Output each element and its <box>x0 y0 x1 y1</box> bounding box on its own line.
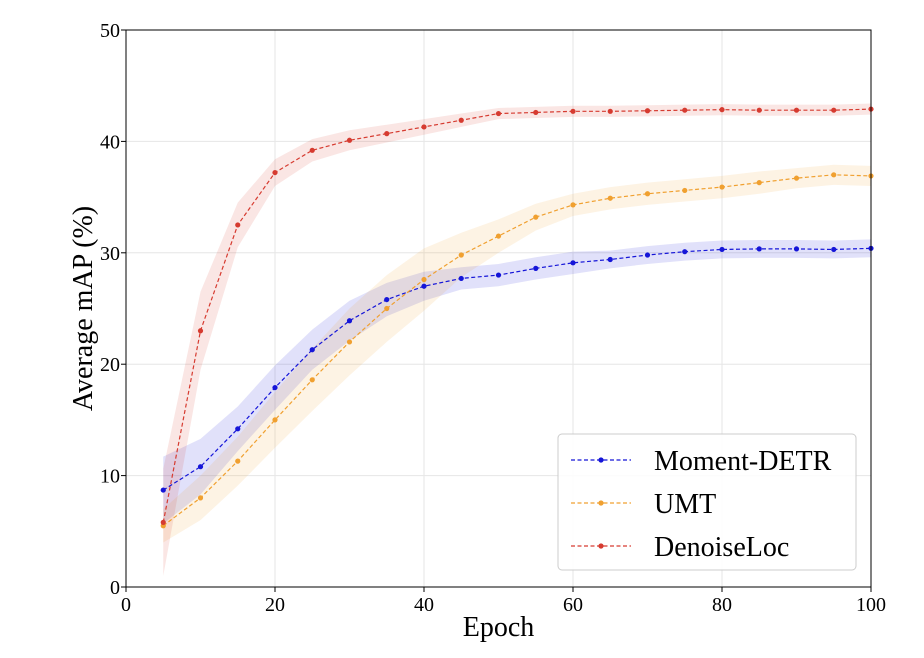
data-point <box>197 495 204 501</box>
data-point <box>533 109 539 116</box>
data-point <box>309 147 315 153</box>
data-point <box>272 417 278 423</box>
x-tick-label: 40 <box>414 594 434 616</box>
data-point <box>533 265 539 271</box>
y-tick-label: 50 <box>100 20 120 42</box>
legend-marker <box>598 457 604 463</box>
confidence-bands <box>163 103 871 576</box>
data-point <box>495 272 502 278</box>
data-point <box>644 108 651 114</box>
data-point <box>235 458 241 464</box>
data-point <box>607 108 613 114</box>
y-axis-label: Average mAP (%) <box>68 206 99 411</box>
series-line-0 <box>162 247 872 491</box>
data-point <box>384 305 390 312</box>
data-point <box>495 233 502 239</box>
data-point <box>495 110 502 117</box>
data-point <box>831 107 837 113</box>
data-point <box>235 222 241 228</box>
x-tick-label: 80 <box>712 594 732 616</box>
data-point <box>160 487 166 493</box>
data-point <box>682 107 688 113</box>
y-tick-label: 40 <box>100 131 120 153</box>
series-lines <box>160 106 874 529</box>
legend-marker <box>598 543 604 549</box>
data-point <box>272 169 278 176</box>
data-point <box>607 195 613 201</box>
data-point <box>197 328 204 334</box>
band-1 <box>163 164 871 543</box>
x-axis-label: Epoch <box>463 612 535 643</box>
data-point <box>384 131 390 137</box>
data-point <box>719 107 725 113</box>
legend-marker <box>598 500 604 506</box>
data-point <box>756 180 762 186</box>
data-point <box>644 191 651 197</box>
x-tick-label: 20 <box>265 594 285 616</box>
legend-label: Moment-DETR <box>654 446 832 477</box>
data-point <box>682 249 688 255</box>
data-point <box>570 202 576 208</box>
data-point <box>533 214 539 220</box>
legend: Moment-DETR UMT DenoiseLoc <box>557 433 857 571</box>
data-point <box>421 124 427 130</box>
data-point <box>197 464 204 470</box>
axis-ticks: 0 20 40 60 80 100 0 10 20 30 40 50 <box>100 20 886 616</box>
x-tick-label: 60 <box>563 594 583 616</box>
x-tick-label: 100 <box>856 594 886 616</box>
data-point <box>644 252 651 258</box>
y-tick-label: 20 <box>100 354 120 376</box>
legend-box <box>557 433 857 571</box>
data-point <box>831 172 837 178</box>
data-point <box>793 246 800 252</box>
legend-label: DenoiseLoc <box>654 532 789 563</box>
data-point <box>235 426 241 432</box>
series-line-1 <box>162 174 872 527</box>
data-point <box>309 377 315 383</box>
data-point <box>458 275 464 282</box>
x-tick-label: 0 <box>121 594 131 616</box>
data-point <box>756 107 762 113</box>
data-point <box>309 347 315 353</box>
data-point <box>272 384 278 391</box>
band-0 <box>163 239 871 524</box>
data-point <box>719 184 725 190</box>
y-tick-label: 10 <box>100 466 120 488</box>
series-line-2 <box>162 108 872 523</box>
data-point <box>421 283 427 289</box>
data-point <box>793 175 800 181</box>
data-point <box>458 252 464 258</box>
data-point <box>607 256 613 263</box>
data-point <box>793 107 800 113</box>
data-point <box>384 296 390 303</box>
data-point <box>346 137 353 143</box>
data-point <box>831 246 837 253</box>
data-point <box>346 318 353 324</box>
data-point <box>756 246 762 252</box>
data-point <box>570 108 576 114</box>
data-point <box>346 339 353 345</box>
data-point <box>160 519 166 525</box>
grid <box>125 29 872 588</box>
y-tick-label: 30 <box>100 243 120 265</box>
data-point <box>682 187 688 194</box>
y-tick-label: 0 <box>110 577 120 599</box>
data-point <box>421 276 427 283</box>
data-point <box>719 246 725 253</box>
data-point <box>458 117 464 123</box>
data-point <box>570 260 576 266</box>
legend-label: UMT <box>654 489 716 520</box>
plot-frame <box>125 29 872 588</box>
